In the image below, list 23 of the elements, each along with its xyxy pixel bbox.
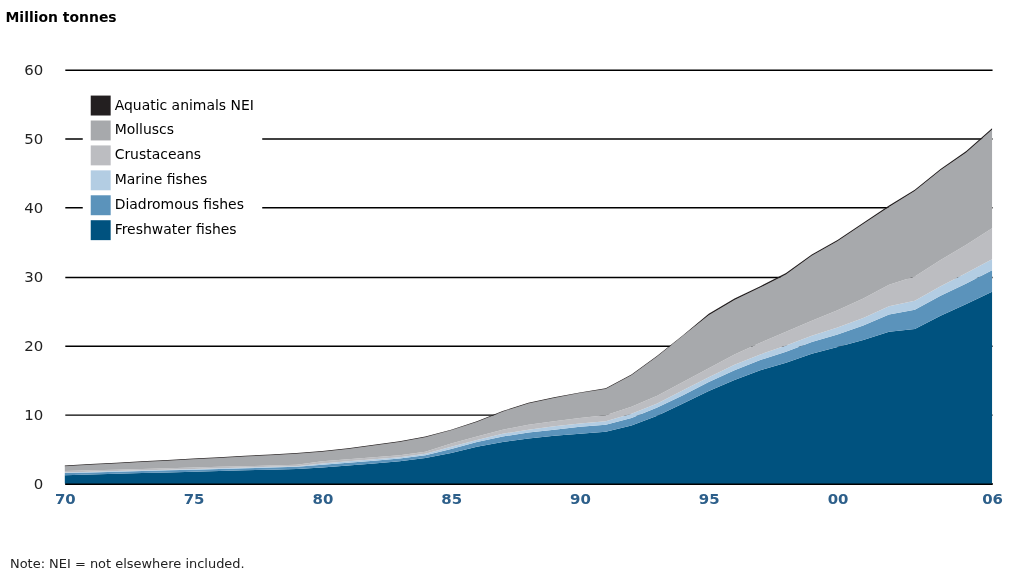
x-tick-label: 00 (827, 489, 849, 508)
x-tick-label: 85 (441, 489, 463, 508)
x-tick-label: 80 (312, 489, 334, 508)
legend-label: Crustaceans (114, 146, 202, 163)
legend-label: Freshwater fishes (114, 221, 237, 238)
y-tick-label: 60 (24, 61, 44, 80)
x-tick-label: 90 (570, 489, 591, 508)
x-tick-label: 70 (54, 489, 76, 508)
x-tick-label: 75 (183, 489, 205, 508)
x-tick-label: 06 (982, 489, 1003, 508)
y-tick-label: 50 (24, 130, 44, 149)
legend-label: Marine fishes (114, 171, 208, 188)
legend-label: Aquatic animals NEI (114, 96, 254, 113)
y-tick-label: 20 (24, 336, 44, 355)
y-axis-title: Million tonnes (5, 9, 117, 26)
x-tick-label: 95 (698, 489, 720, 508)
y-tick-label: 0 (33, 474, 44, 493)
text: Note: NEI = not elsewhere included. (9, 556, 245, 572)
y-tick-label: 30 (24, 268, 44, 287)
y-tick-label: 10 (24, 405, 44, 424)
legend-label: Diadromous fishes (114, 196, 244, 213)
legend-label: Molluscs (114, 121, 174, 138)
y-tick-label: 40 (24, 199, 44, 218)
